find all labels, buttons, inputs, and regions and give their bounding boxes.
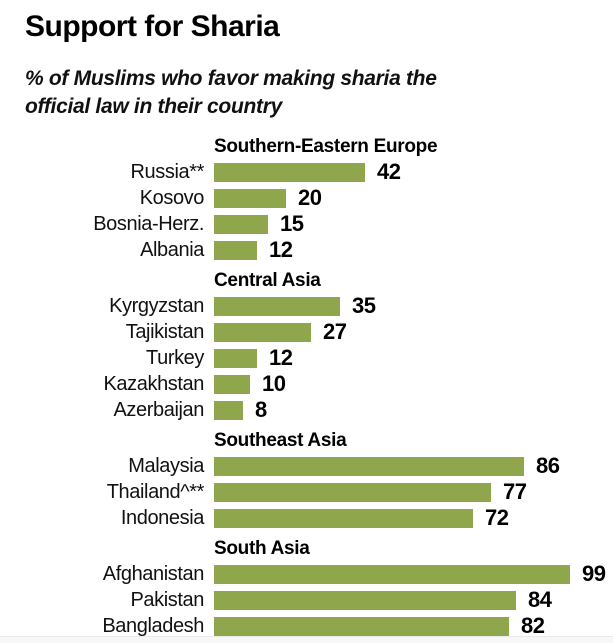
bar-row: Bangladesh 82: [0, 613, 613, 639]
country-label: Albania: [140, 238, 204, 261]
country-label: Azerbaijan: [113, 398, 204, 421]
country-label: Pakistan: [130, 588, 204, 611]
bar-row: Pakistan 84: [0, 587, 613, 613]
value-label: 82: [521, 613, 545, 638]
bar-chart: Southern-Eastern Europe Russia** 42 Kosovo 2…: [0, 137, 613, 639]
value-label: 27: [323, 319, 347, 344]
value-bar: [214, 400, 243, 420]
value-bar: [214, 322, 311, 342]
country-label: Kazakhstan: [103, 372, 204, 395]
bar-row: Bosnia-Herz. 15: [0, 211, 613, 237]
country-label: Indonesia: [120, 506, 205, 529]
bottom-edge-strip: [0, 636, 613, 643]
bar-row: Kazakhstan 10: [0, 371, 613, 397]
value-label: 8: [255, 397, 267, 422]
bar-row: Azerbaijan 8: [0, 397, 613, 423]
value-bar: [214, 374, 250, 394]
chart-section: Southern-Eastern Europe Russia** 42 Kosovo 2…: [0, 137, 613, 263]
value-label: 72: [485, 505, 509, 530]
country-label: Kosovo: [139, 186, 205, 209]
country-label: Bosnia-Herz.: [93, 212, 204, 235]
value-label: 12: [269, 345, 293, 370]
value-bar: [214, 240, 257, 260]
value-label: 20: [298, 185, 322, 210]
chart-title: Support for Sharia: [25, 10, 280, 43]
country-label: Tajikistan: [125, 320, 205, 343]
value-label: 10: [262, 371, 286, 396]
value-bar: [214, 214, 268, 234]
group-header: Southeast Asia: [214, 430, 347, 451]
value-label: 42: [377, 159, 401, 184]
bar-row: Indonesia 72: [0, 505, 613, 531]
country-label: Turkey: [146, 346, 204, 369]
value-bar: [214, 616, 509, 636]
chart-section: Central Asia Kyrgyzstan 35 Tajikistan 27 Turk…: [0, 271, 613, 423]
value-label: 12: [269, 237, 293, 262]
value-bar: [214, 188, 286, 208]
bar-row: Kyrgyzstan 35: [0, 293, 613, 319]
group-header: South Asia: [214, 538, 310, 559]
value-label: 86: [536, 453, 560, 478]
value-label: 35: [352, 293, 376, 318]
chart-header: Support for Sharia % of Muslims who favo…: [25, 10, 585, 121]
value-bar: [214, 564, 570, 584]
value-label: 77: [503, 479, 527, 504]
value-bar: [214, 508, 473, 528]
country-label: Russia**: [130, 160, 205, 183]
chart-section: South Asia Afghanistan 99 Pakistan 84 Banglad…: [0, 539, 613, 639]
value-label: 99: [582, 561, 606, 586]
bar-row: Turkey 12: [0, 345, 613, 371]
value-bar: [214, 348, 257, 368]
value-bar: [214, 456, 524, 476]
bar-row: Kosovo 20: [0, 185, 613, 211]
bar-row: Albania 12: [0, 237, 613, 263]
value-label: 15: [280, 211, 304, 236]
value-bar: [214, 296, 340, 316]
value-bar: [214, 482, 491, 502]
bar-row: Tajikistan 27: [0, 319, 613, 345]
country-label: Malaysia: [128, 454, 204, 477]
group-header: Southern-Eastern Europe: [214, 136, 438, 157]
bar-row: Afghanistan 99: [0, 561, 613, 587]
value-bar: [214, 162, 365, 182]
country-label: Kyrgyzstan: [109, 294, 204, 317]
value-bar: [214, 590, 516, 610]
chart-subtitle: % of Muslims who favor making sharia the…: [25, 67, 437, 118]
bar-row: Thailand^** 77: [0, 479, 613, 505]
bar-row: Russia** 42: [0, 159, 613, 185]
country-label: Thailand^**: [106, 480, 205, 503]
bar-row: Malaysia 86: [0, 453, 613, 479]
country-label: Afghanistan: [102, 562, 205, 585]
country-label: Bangladesh: [102, 614, 204, 637]
value-label: 84: [528, 587, 552, 612]
chart-section: Southeast Asia Malaysia 86 Thailand^** 77 Ind…: [0, 431, 613, 531]
group-header: Central Asia: [214, 270, 321, 291]
